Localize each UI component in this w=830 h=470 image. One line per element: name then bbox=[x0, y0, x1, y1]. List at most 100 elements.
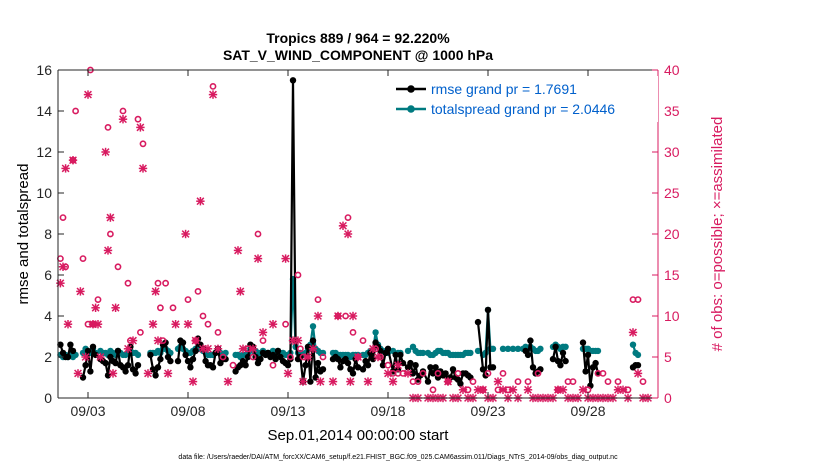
rmse-point bbox=[359, 366, 367, 373]
rmse-point bbox=[179, 339, 187, 346]
obs-assimilated-marker bbox=[258, 328, 268, 337]
rmse-point bbox=[529, 364, 537, 371]
obs-assimilated-marker bbox=[96, 352, 105, 362]
y-left-tick-label: 0 bbox=[44, 390, 52, 406]
obs-assimilated-marker bbox=[293, 336, 303, 345]
y-left-tick-label: 10 bbox=[36, 185, 52, 201]
rmse-point bbox=[367, 349, 374, 357]
rmse-point bbox=[354, 364, 362, 371]
obs-assimilated-marker bbox=[143, 369, 153, 378]
obs-assimilated-marker bbox=[68, 155, 78, 165]
y-right-tick-label: 5 bbox=[664, 349, 672, 365]
obs-assimilated-marker bbox=[191, 336, 200, 345]
rmse-point bbox=[309, 337, 317, 344]
obs-possible-marker bbox=[204, 320, 212, 328]
chart-subtitle: SAT_V_WIND_COMPONENT @ 1000 hPa bbox=[223, 47, 493, 63]
obs-possible-marker bbox=[434, 369, 442, 377]
rmse-point bbox=[397, 351, 404, 359]
obs-assimilated-marker bbox=[333, 311, 343, 321]
rmse-point bbox=[114, 347, 122, 355]
obs-assimilated-marker bbox=[298, 377, 308, 386]
obs-possible-marker bbox=[454, 369, 462, 377]
obs-assimilated-marker bbox=[283, 369, 293, 378]
obs-possible-marker bbox=[524, 378, 532, 385]
rmse-point bbox=[484, 306, 492, 314]
obs-assimilated-marker bbox=[346, 377, 355, 386]
obs-assimilated-marker bbox=[236, 287, 245, 296]
obs-assimilated-marker bbox=[148, 320, 158, 329]
obs-possible-marker bbox=[209, 83, 217, 90]
obs-assimilated-marker bbox=[111, 303, 120, 312]
obs-possible-marker bbox=[214, 328, 222, 336]
rmse-point bbox=[274, 347, 282, 355]
obs-assimilated-marker bbox=[303, 352, 313, 362]
y-left-tick-label: 6 bbox=[44, 267, 52, 283]
legend: rmse grand pr = 1.7691 totalspread grand… bbox=[388, 76, 658, 122]
rmse-point bbox=[559, 349, 567, 357]
obs-possible-marker bbox=[344, 214, 352, 221]
obs-possible-marker bbox=[119, 107, 127, 115]
obs-possible-marker bbox=[184, 296, 192, 303]
rmse-point bbox=[457, 380, 464, 387]
y-axis-label-left: rmse and totalspread bbox=[15, 164, 32, 305]
rmse-point bbox=[442, 370, 449, 377]
rmse-point bbox=[209, 364, 217, 371]
obs-assimilated-marker bbox=[281, 254, 290, 263]
legend-spread-label: totalspread grand pr = 2.0446 bbox=[431, 101, 615, 117]
obs-possible-marker bbox=[156, 304, 164, 312]
rmse-point bbox=[87, 368, 94, 375]
obs-assimilated-marker bbox=[136, 123, 145, 132]
rmse-point bbox=[407, 359, 414, 367]
obs-possible-marker bbox=[104, 124, 112, 131]
obs-assimilated-marker bbox=[248, 344, 258, 353]
rmse-point bbox=[102, 359, 109, 367]
obs-assimilated-marker bbox=[578, 385, 588, 394]
rmse-point bbox=[337, 364, 344, 371]
obs-possible-marker bbox=[269, 361, 277, 369]
rmse-point bbox=[364, 362, 372, 369]
obs-assimilated-marker bbox=[633, 369, 643, 378]
obs-assimilated-marker bbox=[106, 213, 115, 222]
obs-assimilated-marker bbox=[103, 246, 113, 255]
y-left-tick-label: 2 bbox=[44, 349, 52, 365]
obs-possible-marker bbox=[384, 361, 392, 369]
obs-possible-marker bbox=[569, 378, 577, 385]
rmse-point bbox=[384, 345, 392, 352]
totalspread-point bbox=[499, 345, 507, 352]
obs-assimilated-marker bbox=[268, 320, 278, 329]
obs-possible-marker bbox=[296, 345, 304, 353]
rmse-point bbox=[302, 362, 309, 369]
obs-possible-marker bbox=[534, 369, 542, 377]
rmse-point bbox=[409, 370, 417, 377]
obs-assimilated-marker bbox=[188, 377, 198, 386]
totalspread-point bbox=[594, 347, 602, 355]
obs-possible-marker bbox=[359, 337, 367, 344]
rmse-point bbox=[124, 362, 132, 369]
rmse-point bbox=[474, 318, 482, 326]
obs-assimilated-marker bbox=[393, 361, 403, 370]
obs-possible-marker bbox=[72, 107, 79, 115]
y-right-tick-label: 0 bbox=[664, 390, 672, 406]
obs-assimilated-marker bbox=[328, 377, 338, 386]
totalspread-point bbox=[372, 329, 379, 336]
y-left-tick-label: 16 bbox=[36, 62, 52, 78]
obs-possible-marker bbox=[634, 296, 642, 303]
obs-assimilated-marker bbox=[353, 352, 363, 362]
obs-assimilated-marker bbox=[56, 279, 65, 288]
obs-assimilated-marker bbox=[498, 385, 508, 394]
obs-assimilated-marker bbox=[93, 320, 103, 329]
axes: 09/03 09/08 09/13 09/18 09/23 09/28 0 2 4 6 8 10 12 1… bbox=[36, 62, 679, 419]
rmse-point bbox=[549, 355, 557, 363]
obs-assimilated-marker bbox=[363, 377, 373, 386]
rmse-point bbox=[134, 362, 142, 369]
obs-assimilated-marker bbox=[338, 221, 348, 231]
rmse-point bbox=[132, 370, 139, 377]
obs-assimilated-marker bbox=[203, 344, 213, 353]
obs-assimilated-marker bbox=[108, 369, 118, 378]
rmse-point bbox=[272, 355, 279, 363]
rmse-point bbox=[592, 359, 599, 367]
totalspread-point bbox=[489, 345, 497, 352]
obs-possible-marker bbox=[484, 369, 492, 377]
rmse-point bbox=[244, 353, 252, 361]
